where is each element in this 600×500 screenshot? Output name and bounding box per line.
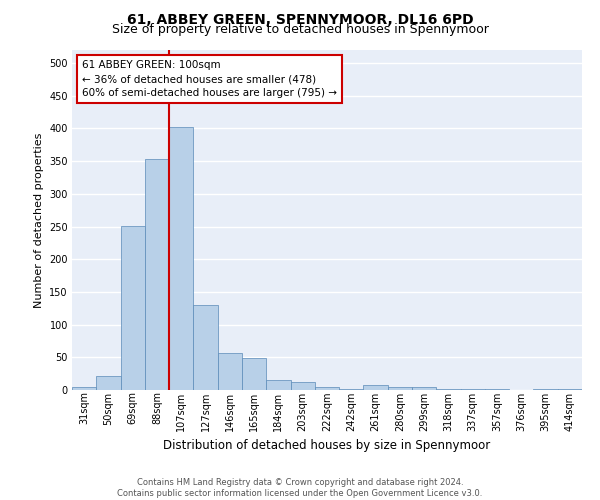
Text: 61, ABBEY GREEN, SPENNYMOOR, DL16 6PD: 61, ABBEY GREEN, SPENNYMOOR, DL16 6PD <box>127 12 473 26</box>
Text: 61 ABBEY GREEN: 100sqm
← 36% of detached houses are smaller (478)
60% of semi-de: 61 ABBEY GREEN: 100sqm ← 36% of detached… <box>82 60 337 98</box>
Bar <box>388 386 412 390</box>
Text: Size of property relative to detached houses in Spennymoor: Size of property relative to detached ho… <box>112 22 488 36</box>
Bar <box>364 386 388 390</box>
Text: Contains HM Land Registry data © Crown copyright and database right 2024.
Contai: Contains HM Land Registry data © Crown c… <box>118 478 482 498</box>
Y-axis label: Number of detached properties: Number of detached properties <box>34 132 44 308</box>
Bar <box>121 226 145 390</box>
Bar <box>218 352 242 390</box>
Bar <box>169 126 193 390</box>
Bar <box>242 358 266 390</box>
X-axis label: Distribution of detached houses by size in Spennymoor: Distribution of detached houses by size … <box>163 439 491 452</box>
Bar <box>485 388 509 390</box>
Bar <box>290 382 315 390</box>
Bar <box>315 386 339 390</box>
Bar <box>193 305 218 390</box>
Bar <box>145 158 169 390</box>
Bar <box>96 376 121 390</box>
Bar <box>266 380 290 390</box>
Bar <box>558 388 582 390</box>
Bar <box>436 388 461 390</box>
Bar <box>339 388 364 390</box>
Bar <box>412 386 436 390</box>
Bar <box>72 386 96 390</box>
